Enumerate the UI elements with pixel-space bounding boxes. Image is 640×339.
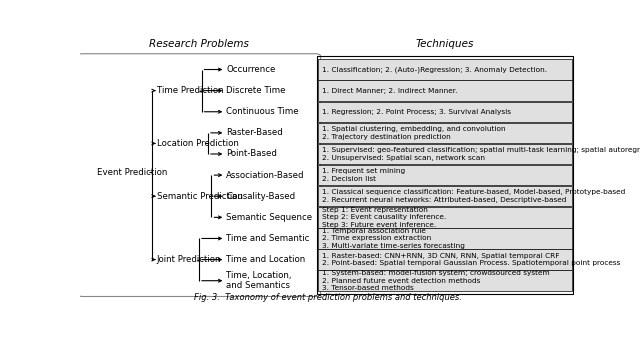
Text: Event Prediction: Event Prediction bbox=[97, 168, 168, 177]
Text: Causality-Based: Causality-Based bbox=[227, 192, 296, 201]
Text: 1. Regression; 2. Point Process; 3. Survival Analysis: 1. Regression; 2. Point Process; 3. Surv… bbox=[321, 109, 511, 115]
Text: Association-Based: Association-Based bbox=[227, 171, 305, 180]
FancyBboxPatch shape bbox=[318, 165, 572, 185]
Text: 1. Spatial clustering, embedding, and convolution
2. Trajectory destination pred: 1. Spatial clustering, embedding, and co… bbox=[321, 126, 505, 140]
Text: 1. Classical sequence classification: Feature-based, Model-based, Prototype-base: 1. Classical sequence classification: Fe… bbox=[321, 190, 625, 203]
Text: Fig. 3.  Taxonomy of event prediction problems and techniques.: Fig. 3. Taxonomy of event prediction pro… bbox=[194, 293, 462, 302]
FancyBboxPatch shape bbox=[318, 271, 572, 291]
Text: Research Problems: Research Problems bbox=[149, 39, 249, 48]
Text: 1. Raster-based: CNN+RNN, 3D CNN, RNN, Spatial temporal CRF
2. Point-based: Spat: 1. Raster-based: CNN+RNN, 3D CNN, RNN, S… bbox=[321, 253, 620, 266]
Text: Point-Based: Point-Based bbox=[227, 149, 277, 159]
Text: 1. Frequent set mining
2. Decision list: 1. Frequent set mining 2. Decision list bbox=[321, 168, 404, 182]
Text: Raster-Based: Raster-Based bbox=[227, 128, 283, 137]
FancyBboxPatch shape bbox=[318, 250, 572, 270]
Text: 1. Temporal association rule
2. Time expression extraction
3. Multi-variate time: 1. Temporal association rule 2. Time exp… bbox=[321, 228, 465, 249]
Text: 1. Supervised: geo-featured classification; spatial multi-task learning; spatial: 1. Supervised: geo-featured classificati… bbox=[321, 147, 640, 161]
FancyBboxPatch shape bbox=[318, 207, 572, 227]
FancyBboxPatch shape bbox=[318, 80, 572, 101]
Text: Time and Semantic: Time and Semantic bbox=[227, 234, 310, 243]
FancyBboxPatch shape bbox=[318, 123, 572, 143]
FancyBboxPatch shape bbox=[318, 186, 572, 206]
Text: 1. Direct Manner; 2. Indirect Manner.: 1. Direct Manner; 2. Indirect Manner. bbox=[321, 88, 457, 94]
Text: Joint Prediction: Joint Prediction bbox=[157, 255, 221, 264]
Text: 1. Classification; 2. (Auto-)Regression; 3. Anomaly Detection.: 1. Classification; 2. (Auto-)Regression;… bbox=[321, 66, 547, 73]
Text: 1. System-based: model-fusion system; crowdsourced system
2. Planned future even: 1. System-based: model-fusion system; cr… bbox=[321, 270, 549, 291]
Text: Step 1: Event representation
Step 2: Event causality inference.
Step 3: Future e: Step 1: Event representation Step 2: Eve… bbox=[321, 207, 446, 228]
Text: Semantic Prediction: Semantic Prediction bbox=[157, 192, 243, 201]
FancyBboxPatch shape bbox=[318, 59, 572, 80]
FancyBboxPatch shape bbox=[318, 101, 572, 122]
Text: Techniques: Techniques bbox=[416, 39, 474, 48]
FancyBboxPatch shape bbox=[318, 144, 572, 164]
Text: Time and Location: Time and Location bbox=[227, 255, 305, 264]
Text: Semantic Sequence: Semantic Sequence bbox=[227, 213, 312, 222]
Text: Occurrence: Occurrence bbox=[227, 65, 276, 74]
Text: Location Prediction: Location Prediction bbox=[157, 139, 239, 148]
Text: Continuous Time: Continuous Time bbox=[227, 107, 299, 116]
FancyBboxPatch shape bbox=[318, 228, 572, 249]
Text: Discrete Time: Discrete Time bbox=[227, 86, 286, 95]
Text: Time, Location,
and Semantics: Time, Location, and Semantics bbox=[227, 271, 292, 291]
Text: Time Prediction: Time Prediction bbox=[157, 86, 223, 95]
